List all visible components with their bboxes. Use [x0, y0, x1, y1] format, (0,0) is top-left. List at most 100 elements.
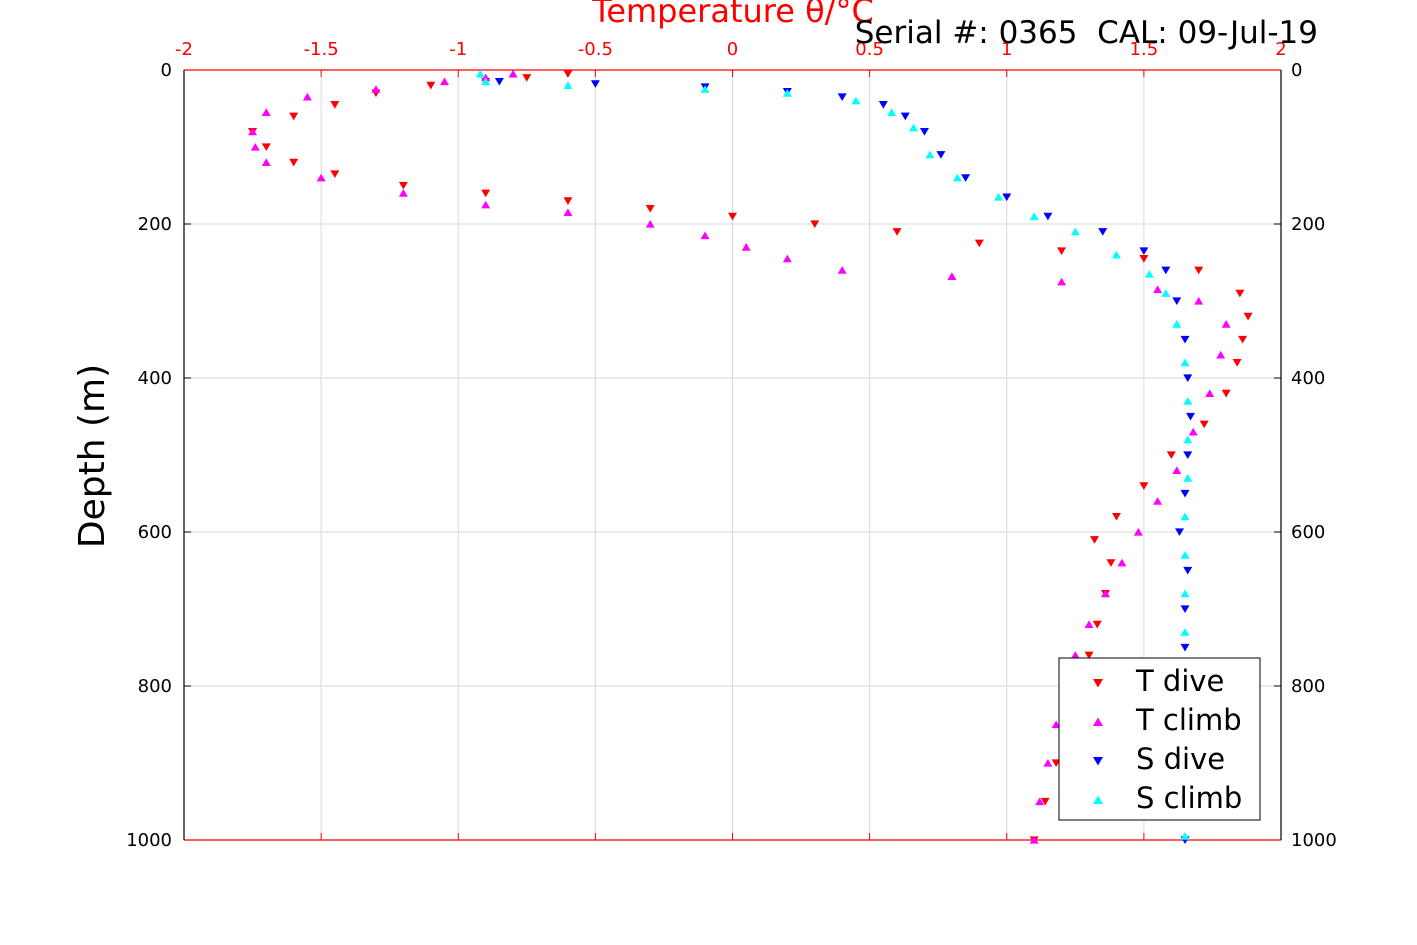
data-point: [1035, 797, 1045, 806]
data-point: [1070, 227, 1080, 236]
data-point: [700, 85, 710, 93]
data-point: [1002, 193, 1012, 202]
series-t-climb: [248, 69, 1231, 844]
x-tick-label: -1: [449, 39, 467, 60]
data-point: [398, 189, 408, 197]
data-point: [1183, 374, 1193, 383]
data-point: [700, 231, 710, 240]
data-point: [1161, 266, 1171, 275]
legend-marker: [1093, 717, 1103, 726]
data-point: [481, 189, 491, 198]
data-point: [440, 77, 450, 86]
data-point: [1180, 628, 1190, 636]
data-point: [1084, 620, 1094, 628]
data-point: [892, 228, 902, 236]
data-point: [1139, 255, 1149, 263]
data-point: [782, 254, 792, 263]
data-point: [1183, 474, 1193, 482]
data-point: [250, 142, 260, 151]
x-tick-label: 2: [1275, 39, 1286, 60]
data-point: [1106, 559, 1116, 567]
x-tick-label: 1: [1001, 39, 1012, 60]
data-point: [1139, 482, 1149, 490]
data-point: [1205, 389, 1215, 397]
data-point: [248, 127, 258, 136]
y-tick-label-right: 0: [1291, 60, 1302, 81]
data-point: [1175, 528, 1185, 537]
data-point: [994, 193, 1004, 201]
data-point: [563, 197, 573, 205]
x-tick-label: 0: [727, 39, 738, 60]
y-tick-label-right: 400: [1291, 368, 1325, 389]
data-point: [878, 101, 888, 109]
data-point: [1043, 212, 1053, 221]
data-point: [481, 73, 491, 82]
data-point: [1153, 497, 1163, 505]
data-point: [1235, 289, 1245, 298]
data-point: [508, 69, 518, 78]
data-point: [925, 150, 935, 159]
data-point: [837, 93, 847, 101]
data-point: [1051, 759, 1061, 768]
data-point: [1172, 466, 1182, 474]
y-axis-label: Depth (m): [72, 364, 113, 548]
data-point: [1180, 605, 1190, 614]
data-point: [481, 77, 491, 86]
x-tick-label: 0.5: [855, 39, 884, 60]
data-point: [782, 89, 792, 97]
data-point: [1180, 643, 1190, 652]
data-point: [1092, 620, 1102, 629]
y-tick-label-left: 400: [138, 368, 172, 389]
data-point: [330, 170, 340, 178]
data-point: [887, 108, 897, 116]
x-tick-label: 1.5: [1130, 39, 1159, 60]
data-point: [316, 173, 326, 182]
data-point: [563, 81, 573, 89]
data-point: [1040, 797, 1050, 806]
data-point: [1183, 435, 1193, 444]
data-point: [1172, 297, 1182, 306]
data-point: [810, 220, 820, 229]
data-point: [1194, 266, 1204, 275]
legend-box: [1058, 657, 1261, 821]
data-point: [426, 81, 436, 90]
data-point: [952, 173, 962, 182]
data-point: [1153, 285, 1163, 294]
y-tick-label-left: 200: [138, 214, 172, 235]
data-point: [1238, 335, 1248, 344]
data-point: [1117, 558, 1127, 567]
data-point: [1057, 277, 1067, 286]
data-point: [494, 77, 504, 86]
data-point: [302, 92, 312, 101]
legend-label: T dive: [1135, 664, 1224, 698]
data-point: [919, 128, 929, 136]
data-point: [1100, 589, 1110, 598]
data-point: [481, 200, 491, 209]
y-tick-label-right: 200: [1291, 214, 1325, 235]
data-point: [563, 70, 573, 78]
data-point: [1216, 350, 1226, 359]
series-t-dive: [248, 70, 1253, 845]
legend: T dive T climb S dive S climb: [1058, 657, 1261, 821]
data-point: [1172, 320, 1182, 328]
data-point: [851, 96, 861, 105]
data-point: [1221, 320, 1231, 328]
y-tick-label-left: 1000: [126, 830, 172, 851]
legend-label: S dive: [1136, 742, 1225, 776]
data-point: [1232, 359, 1242, 367]
data-point: [1043, 758, 1053, 767]
y-tick-label-left: 0: [161, 60, 172, 81]
data-point: [1243, 312, 1253, 321]
data-point: [398, 181, 408, 190]
data-point: [1188, 427, 1198, 436]
data-point: [1029, 835, 1039, 844]
x-tick-label: -2: [175, 39, 193, 60]
data-point: [475, 69, 485, 78]
data-point: [1185, 412, 1195, 421]
data-point: [1139, 247, 1149, 255]
data-point: [563, 208, 573, 217]
data-point: [522, 74, 532, 82]
data-point: [936, 151, 946, 159]
data-point: [1180, 358, 1190, 367]
